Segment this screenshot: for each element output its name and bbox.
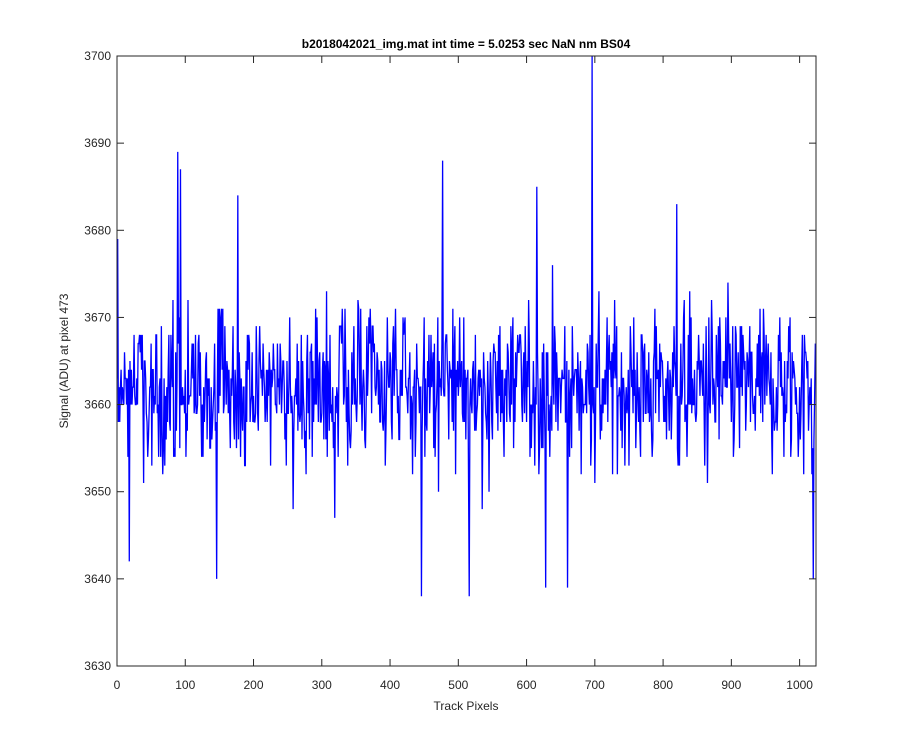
y-tick-label: 3650: [84, 485, 111, 499]
x-tick-label: 200: [244, 678, 264, 692]
y-axis-label: Signal (ADU) at pixel 473: [57, 293, 71, 428]
y-tick-label: 3660: [84, 398, 111, 412]
plot-frame: [116, 55, 817, 667]
x-tick-label: 500: [448, 678, 468, 692]
series-line: [117, 56, 816, 597]
x-axis: 0 100 200 300 400 500 600 700 800 900 1000: [114, 56, 813, 692]
x-tick-label: 1000: [786, 678, 813, 692]
x-tick-label: 700: [585, 678, 605, 692]
plot-area: [116, 55, 817, 667]
y-tick-label: 3680: [84, 223, 111, 237]
x-tick-label: 900: [721, 678, 741, 692]
y-tick-label: 3700: [84, 49, 111, 63]
y-tick-label: 3640: [84, 572, 111, 586]
x-tick-label: 400: [380, 678, 400, 692]
x-tick-label: 800: [653, 678, 673, 692]
y-tick-label: 3690: [84, 136, 111, 150]
x-tick-label: 600: [517, 678, 537, 692]
chart-title: b2018042021_img.mat int time = 5.0253 se…: [302, 37, 631, 51]
y-tick-label: 3630: [84, 659, 111, 673]
x-tick-label: 300: [312, 678, 332, 692]
x-axis-label: Track Pixels: [434, 699, 499, 713]
x-tick-label: 100: [175, 678, 195, 692]
y-axis: 3630 3640 3650 3660 3670 3680 3690 3700: [84, 49, 816, 673]
x-tick-label: 0: [114, 678, 121, 692]
y-tick-label: 3670: [84, 310, 111, 324]
